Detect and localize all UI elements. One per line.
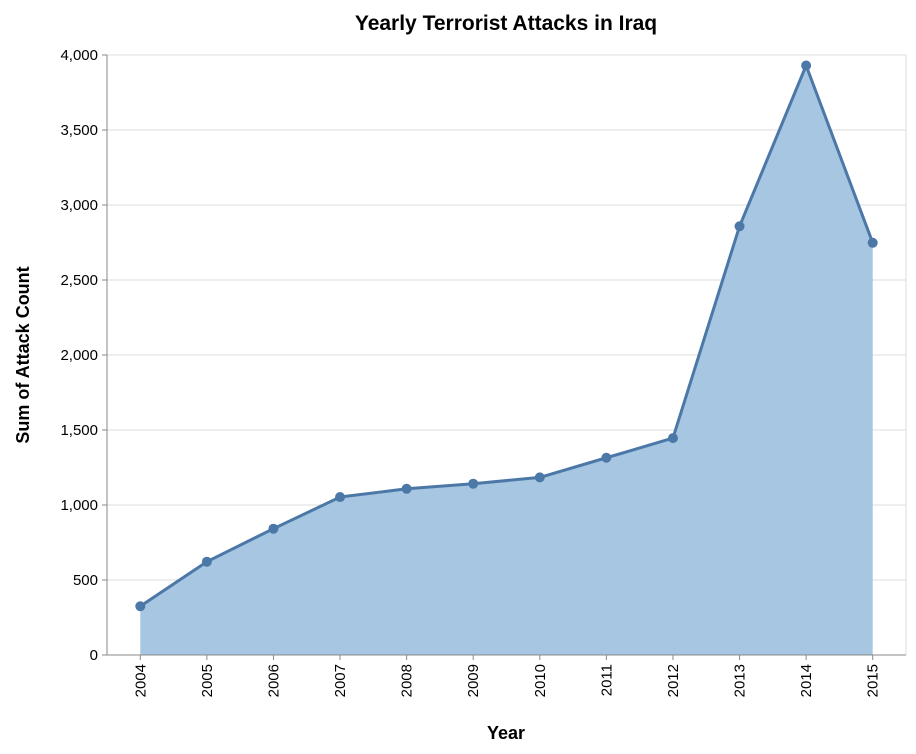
data-point — [135, 601, 146, 612]
y-axis-title: Sum of Attack Count — [13, 266, 33, 443]
series-line — [139, 64, 875, 608]
data-point — [601, 452, 612, 463]
data-point — [867, 237, 878, 248]
x-tick-label: 2014 — [798, 664, 815, 697]
y-tick-label: 1,500 — [60, 422, 98, 439]
data-point — [201, 556, 212, 567]
data-point — [468, 478, 479, 489]
y-tick-label: 3,500 — [60, 122, 98, 139]
data-point — [667, 433, 678, 444]
y-tick-label: 2,500 — [60, 272, 98, 289]
grid-lines — [107, 54, 907, 655]
area-fill — [140, 65, 873, 655]
x-axis-title: Year — [487, 723, 525, 743]
y-tick-label: 500 — [73, 572, 98, 589]
data-point — [268, 523, 279, 534]
x-tick-label: 2006 — [265, 664, 282, 697]
x-tick-label: 2010 — [532, 664, 549, 697]
x-tick-label: 2005 — [199, 664, 216, 697]
y-tick-label: 1,000 — [60, 497, 98, 514]
y-tick-label: 4,000 — [60, 47, 98, 64]
x-tick-label: 2013 — [732, 664, 749, 697]
area-layer — [139, 64, 875, 655]
x-tick-label: 2011 — [598, 664, 615, 696]
data-point — [734, 221, 745, 232]
x-tick-label: 2008 — [399, 664, 416, 697]
x-tick-label: 2012 — [665, 664, 682, 697]
data-point — [335, 492, 346, 503]
data-point — [534, 472, 545, 483]
data-point — [401, 483, 412, 494]
points-layer — [135, 60, 878, 612]
chart-title: Yearly Terrorist Attacks in Iraq — [355, 12, 657, 35]
axes: 0 500 1,000 1,500 2,000 2,500 3,000 3,500 4,000 2… — [60, 47, 906, 697]
data-point — [801, 60, 812, 71]
x-tick-label: 2015 — [865, 664, 882, 697]
x-tick-label: 2007 — [332, 664, 349, 697]
y-tick-label: 2,000 — [60, 347, 98, 364]
y-tick-label: 0 — [90, 647, 98, 664]
x-tick-label: 2009 — [465, 664, 482, 697]
y-tick-label: 3,000 — [60, 197, 98, 214]
x-tick-label: 2004 — [132, 664, 149, 697]
